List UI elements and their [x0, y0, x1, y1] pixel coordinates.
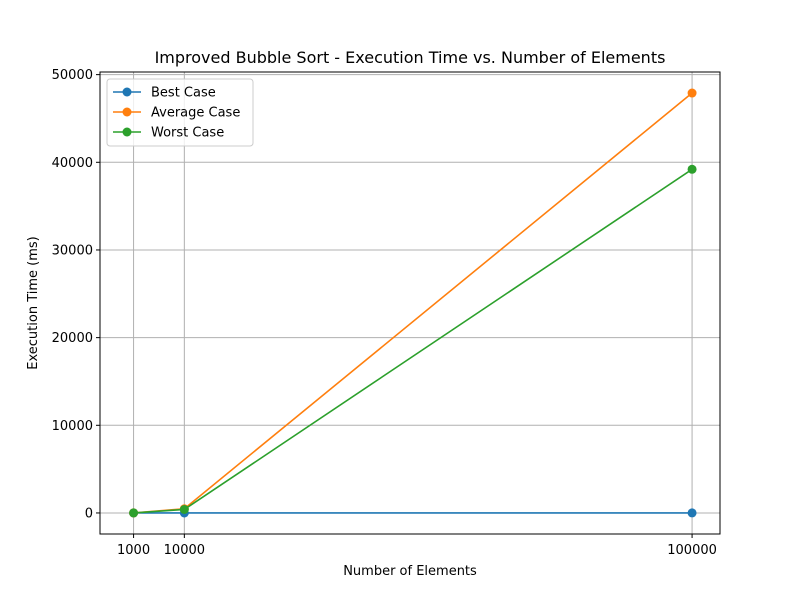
legend-label: Best Case [151, 86, 216, 101]
data-point-worst-case [179, 504, 189, 514]
legend-marker [122, 127, 132, 137]
data-point-worst-case [687, 164, 697, 174]
legend-label: Worst Case [151, 126, 224, 141]
y-axis-label: Execution Time (ms) [26, 236, 41, 369]
data-point-worst-case [129, 508, 139, 518]
y-tick-label: 50000 [52, 68, 93, 83]
legend-label: Average Case [151, 106, 240, 121]
series-group [129, 88, 697, 518]
y-tick-label: 40000 [52, 156, 93, 171]
x-axis-label: Number of Elements [343, 564, 477, 579]
data-point-average-case [687, 88, 697, 98]
chart-title: Improved Bubble Sort - Execution Time vs… [155, 48, 666, 67]
y-tick-label: 30000 [52, 243, 93, 258]
legend: Best Case Average Case Worst Case [106, 78, 254, 147]
y-tick-label: 0 [85, 506, 93, 521]
y-tick-label: 20000 [52, 331, 93, 346]
y-tick-label: 10000 [52, 419, 93, 434]
legend-box [106, 78, 254, 147]
axes-frame [99, 71, 721, 535]
x-axis-ticks: 1000 10000 100000 [117, 534, 717, 558]
x-tick-label: 100000 [667, 543, 717, 558]
x-tick-label: 10000 [164, 543, 205, 558]
data-point-best-case [687, 508, 697, 518]
y-axis-ticks: 0 10000 20000 30000 40000 50000 [52, 68, 100, 521]
x-tick-label: 1000 [117, 543, 150, 558]
legend-marker [122, 107, 132, 117]
legend-marker [122, 87, 132, 97]
